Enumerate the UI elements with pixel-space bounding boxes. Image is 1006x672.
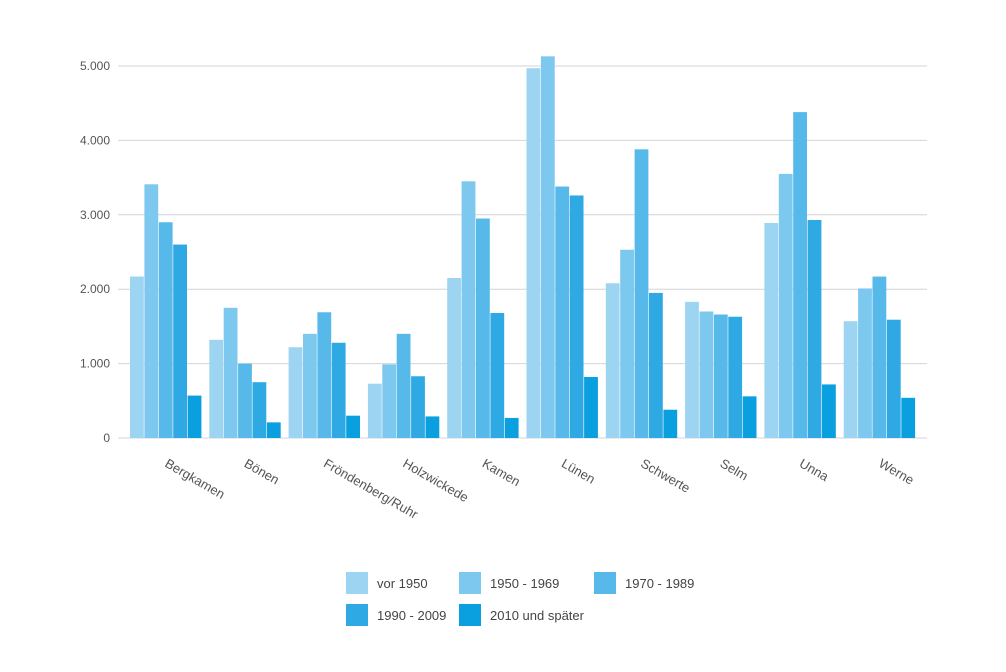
bar [713,314,728,438]
bar [158,222,173,438]
bar [317,312,332,438]
bar [130,276,144,438]
bar [346,415,360,438]
legend-swatch [459,604,481,626]
bar [584,376,598,438]
x-axis-category-labels: Bergkamen Bönen Fröndenberg/RuhrHolzwicked… [163,456,917,522]
bar [793,112,807,439]
bar [620,249,634,438]
bar [187,395,202,438]
bar [778,173,793,438]
y-tick-label: 3.000 [80,208,110,222]
bar [173,244,187,438]
bar [728,316,743,438]
legend-label: 1970 - 1989 [625,575,695,591]
legend-label: vor 1950 [377,575,428,591]
x-category-label: Bergkamen [163,456,228,502]
x-category-label: Kamen [480,456,523,490]
legend-swatch [594,572,616,594]
legend-item-vor-1950: vor 1950 [346,572,428,594]
bar [490,313,505,438]
bars [130,56,916,439]
y-tick-label: 0 [103,431,110,445]
x-category-label: Werne [876,456,916,488]
bar [742,396,757,438]
y-tick-label: 4.000 [80,133,110,147]
bar [872,276,887,438]
x-category-label: Unna [797,456,832,485]
bar [252,382,267,438]
bar [144,184,159,438]
bar [425,416,440,438]
bar [331,342,346,438]
bar [209,339,224,438]
bar [901,397,916,438]
bar [605,283,620,438]
legend-item-1990-2009: 1990 - 2009 [346,604,446,626]
bar [807,220,822,438]
bar [526,68,541,439]
legend-item-1950-1969: 1950 - 1969 [459,572,559,594]
bar [288,347,303,438]
bar [504,417,519,438]
bar [886,319,901,438]
bar [555,186,570,438]
bar [382,364,397,438]
bar [858,288,872,438]
bar [569,195,584,438]
bar [266,422,281,438]
bar [367,383,382,438]
x-category-label: Holzwickede [400,456,471,505]
legend-label: 1950 - 1969 [490,575,560,591]
bar [540,56,555,438]
bar [396,333,411,438]
bar [461,181,476,438]
x-category-label: Schwerte [638,456,692,496]
legend-label: 2010 und später [490,607,584,623]
bar [699,311,714,438]
x-category-label: Bönen [242,456,282,488]
bar [822,384,836,438]
bar [843,321,858,438]
bar [223,307,238,438]
legend-item-1970-1989: 1970 - 1989 [594,572,694,594]
bar [238,363,252,438]
bar [649,292,663,438]
x-category-label: Lünen [559,456,598,487]
bar [764,222,779,438]
bar [303,333,317,438]
x-category-label: Selm [718,456,751,484]
legend-swatch [346,572,368,594]
y-axis-tick-labels: 0 1.000 2.000 3.000 4.000 5.000 [80,59,110,445]
bar [685,301,699,438]
bar [663,409,678,438]
legend-label: 1990 - 2009 [377,607,447,623]
bar [634,149,649,438]
legend-swatch [346,604,368,626]
y-tick-label: 1.000 [80,357,110,371]
y-tick-label: 5.000 [80,59,110,73]
bar [476,218,490,438]
y-tick-label: 2.000 [80,282,110,296]
bar [411,376,425,438]
bar [447,278,461,438]
legend-item-2010-und-spaeter: 2010 und später [459,604,584,626]
legend-swatch [459,572,481,594]
